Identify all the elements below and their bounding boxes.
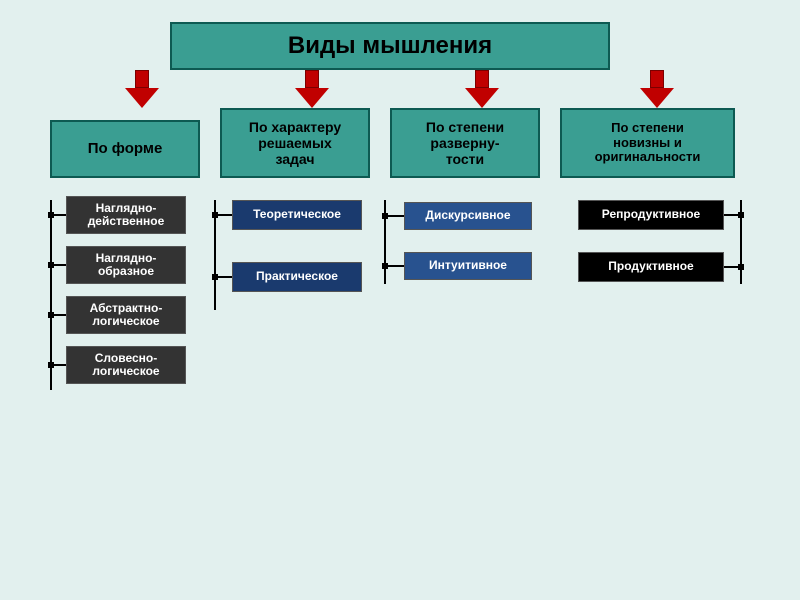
item-box: Абстрактно- логическое — [66, 296, 186, 334]
diagram-title: Виды мышления — [170, 22, 610, 70]
arrow-down — [640, 70, 674, 108]
connector-dot — [738, 264, 744, 270]
connector-dot — [48, 262, 54, 268]
item-box: Наглядно- образное — [66, 246, 186, 284]
connector-dot — [48, 362, 54, 368]
category-box: По степени новизны и оригинальности — [560, 108, 735, 178]
item-box: Практическое — [232, 262, 362, 292]
arrow-down — [465, 70, 499, 108]
category-box: По форме — [50, 120, 200, 178]
arrow-down — [125, 70, 159, 108]
item-box: Наглядно- действенное — [66, 196, 186, 234]
category-box: По характеру решаемых задач — [220, 108, 370, 178]
connector-dot — [212, 212, 218, 218]
connector-dot — [382, 213, 388, 219]
connector-dot — [382, 263, 388, 269]
connector-dot — [738, 212, 744, 218]
item-box: Словесно- логическое — [66, 346, 186, 384]
item-box: Репродуктивное — [578, 200, 724, 230]
item-box: Теоретическое — [232, 200, 362, 230]
connector-dot — [212, 274, 218, 280]
connector-dot — [48, 312, 54, 318]
arrow-down — [295, 70, 329, 108]
category-box: По степени разверну- тости — [390, 108, 540, 178]
item-box: Продуктивное — [578, 252, 724, 282]
connector-dot — [48, 212, 54, 218]
item-box: Дискурсивное — [404, 202, 532, 230]
item-box: Интуитивное — [404, 252, 532, 280]
